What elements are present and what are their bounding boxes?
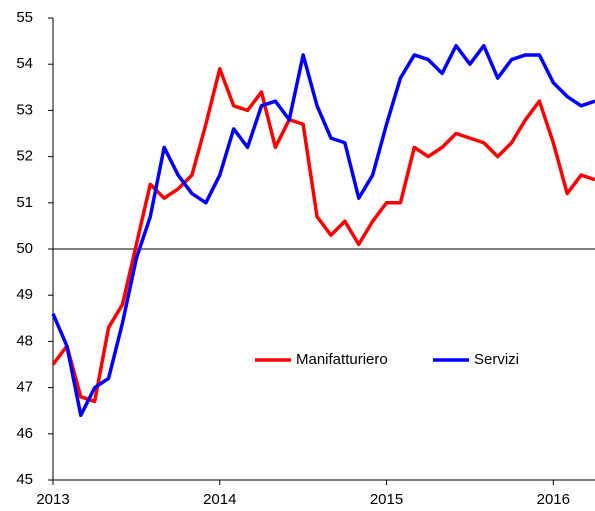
y-tick-label: 52	[16, 148, 33, 165]
y-tick-label: 45	[16, 471, 33, 488]
x-tick-label: 2016	[537, 491, 570, 508]
y-tick-label: 53	[16, 101, 33, 118]
x-tick-label: 2013	[36, 491, 69, 508]
y-tick-label: 47	[16, 379, 33, 396]
y-tick-label: 54	[16, 55, 33, 72]
y-tick-label: 46	[16, 425, 33, 442]
legend-label: Servizi	[474, 351, 519, 368]
y-tick-label: 55	[16, 9, 33, 26]
y-tick-label: 49	[16, 286, 33, 303]
x-tick-label: 2015	[370, 491, 403, 508]
legend-label: Manifatturiero	[296, 351, 388, 368]
series-line	[51, 67, 595, 404]
series-line	[51, 43, 595, 418]
y-tick-label: 51	[16, 194, 33, 211]
y-tick-label: 48	[16, 332, 33, 349]
x-tick-label: 2014	[203, 491, 236, 508]
y-tick-label: 50	[16, 240, 33, 257]
